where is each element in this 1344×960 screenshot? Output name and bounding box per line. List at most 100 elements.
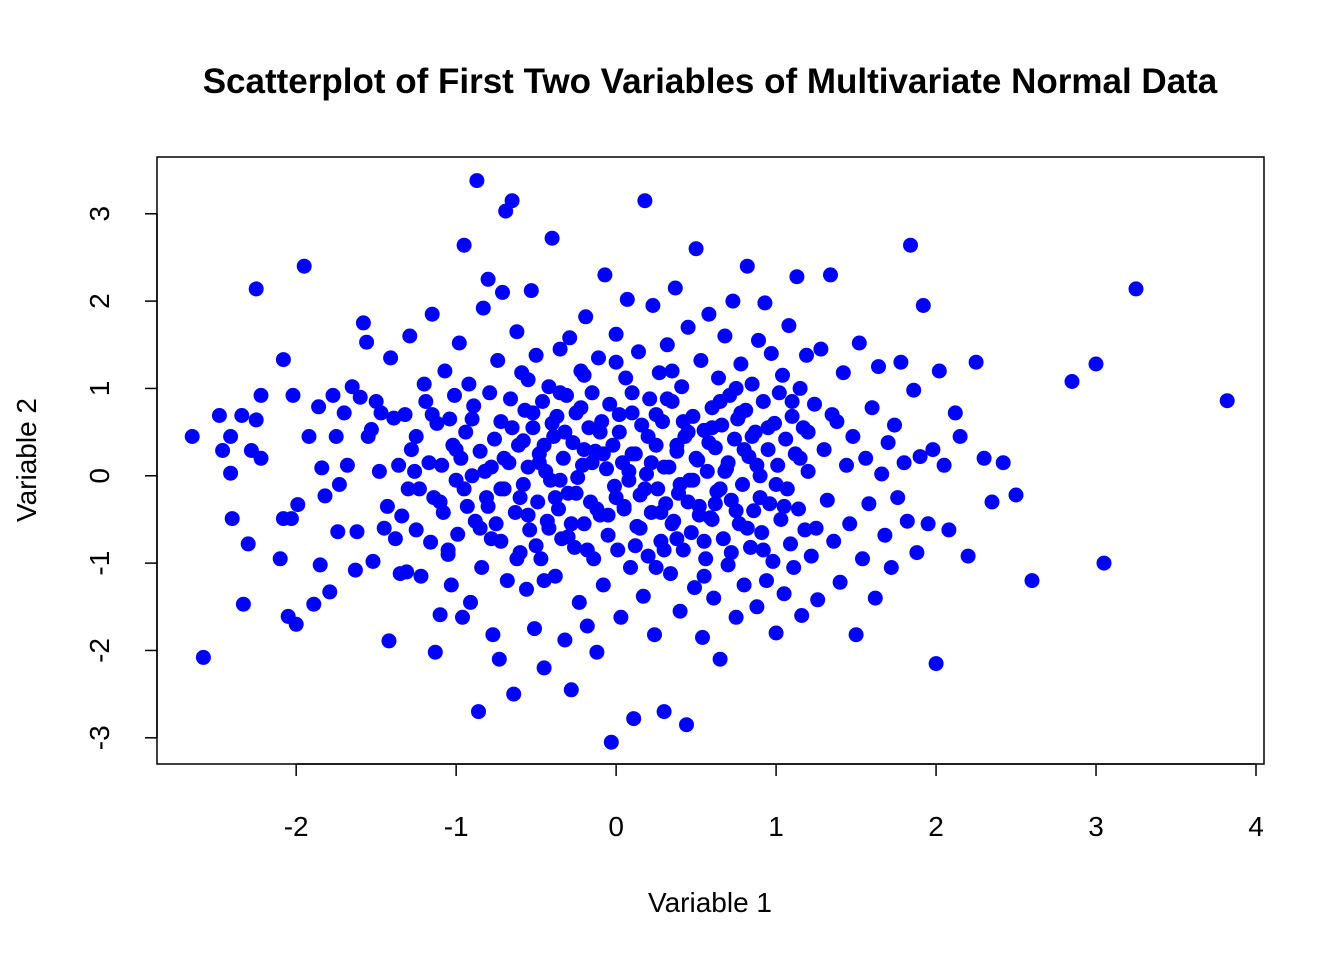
data-point — [552, 341, 568, 357]
data-point — [573, 400, 589, 416]
data-point — [759, 573, 774, 589]
data-point — [728, 503, 744, 519]
y-axis: -3 -2 -1 0 1 2 3 — [84, 206, 158, 750]
data-point — [669, 531, 685, 547]
x-tick-label: 1 — [768, 811, 784, 842]
data-point — [701, 435, 717, 451]
data-point — [624, 385, 640, 401]
data-point — [520, 372, 536, 388]
data-point — [880, 435, 896, 451]
data-point — [781, 318, 797, 334]
data-point — [1008, 487, 1024, 503]
data-point — [391, 457, 407, 473]
data-point — [672, 477, 688, 492]
data-point — [248, 281, 264, 297]
data-point — [535, 394, 550, 409]
data-point — [712, 394, 728, 409]
data-point — [474, 560, 490, 575]
y-tick-label: 2 — [84, 293, 115, 309]
data-point — [579, 618, 595, 634]
data-point — [368, 394, 384, 409]
data-point — [832, 574, 848, 590]
x-tick-label: 4 — [1248, 811, 1264, 842]
data-point — [712, 481, 728, 497]
data-point — [687, 580, 702, 596]
data-point — [797, 522, 813, 538]
data-point — [611, 424, 627, 440]
x-axis: -2 -1 0 1 2 3 4 — [284, 763, 1264, 842]
data-point — [285, 387, 301, 403]
data-point — [223, 465, 239, 481]
data-point — [328, 429, 344, 444]
data-point — [600, 507, 616, 523]
data-point — [893, 354, 909, 370]
data-point — [557, 424, 573, 440]
data-point — [791, 501, 806, 517]
data-point — [685, 472, 701, 488]
data-point — [799, 347, 814, 363]
data-point — [776, 586, 792, 602]
data-point — [381, 633, 397, 649]
data-point — [373, 405, 389, 421]
data-point — [695, 629, 710, 645]
data-point — [976, 450, 992, 466]
data-point — [541, 520, 557, 536]
data-point — [776, 498, 792, 514]
data-point — [637, 193, 653, 209]
data-point — [223, 429, 239, 444]
data-point — [743, 539, 758, 555]
data-point — [656, 542, 672, 558]
data-point — [589, 501, 605, 517]
data-point — [322, 584, 338, 600]
data-point — [608, 354, 624, 370]
data-point — [794, 608, 810, 623]
data-point — [656, 459, 672, 475]
data-point — [447, 387, 462, 403]
data-point — [506, 686, 522, 702]
data-point — [434, 457, 450, 473]
data-point — [619, 291, 635, 307]
data-point — [600, 527, 616, 543]
data-point — [839, 457, 854, 473]
data-point — [560, 529, 576, 545]
data-point — [728, 609, 744, 625]
data-point — [768, 625, 784, 641]
data-point — [363, 422, 379, 437]
data-point — [749, 457, 765, 473]
data-point — [469, 173, 485, 189]
data-point — [696, 568, 712, 584]
data-point — [723, 545, 739, 561]
data-point — [653, 505, 669, 520]
data-point — [547, 490, 563, 506]
data-point — [557, 632, 573, 648]
data-point — [712, 651, 728, 667]
data-point — [775, 367, 790, 383]
y-tick-label: 0 — [84, 468, 115, 484]
data-point — [800, 424, 816, 440]
data-point — [563, 516, 579, 532]
data-point — [632, 520, 648, 536]
data-point — [810, 592, 826, 608]
data-point — [456, 481, 472, 497]
data-point — [792, 450, 808, 466]
data-point — [579, 542, 595, 558]
data-point — [635, 588, 651, 604]
data-point — [903, 237, 918, 253]
data-point — [311, 399, 327, 415]
data-point — [848, 627, 864, 643]
data-point — [941, 522, 957, 538]
data-point — [493, 533, 509, 549]
data-point — [803, 548, 819, 564]
data-point — [675, 542, 691, 558]
data-point — [704, 512, 720, 527]
data-point — [995, 455, 1011, 471]
data-point — [631, 344, 646, 360]
data-point — [523, 283, 539, 299]
data-point — [301, 429, 317, 444]
data-point — [400, 481, 416, 497]
data-point — [234, 408, 250, 423]
data-point — [359, 334, 375, 350]
data-point — [650, 481, 666, 497]
data-point — [784, 394, 800, 409]
